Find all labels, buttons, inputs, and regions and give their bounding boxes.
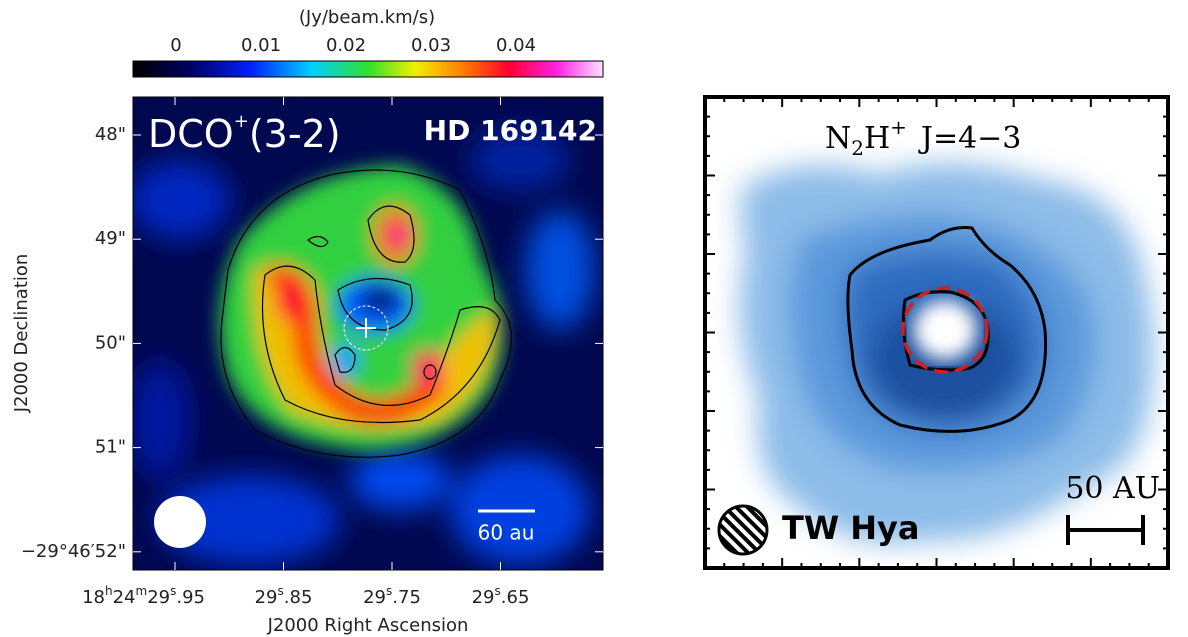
tick-digits: .95 (176, 587, 205, 608)
colorbar-tick-label: 0.03 (411, 35, 451, 56)
n2h-map (705, 97, 1168, 568)
subscript: 2 (851, 136, 864, 160)
species: DCO (148, 112, 234, 156)
tick-digits: 24 (113, 587, 136, 608)
tick-digits: .75 (392, 587, 421, 608)
tick-digits: .65 (501, 587, 530, 608)
tick-unit: h (105, 584, 113, 598)
colorbar (132, 60, 604, 78)
tick-unit: m (135, 584, 147, 598)
transition: (3-2) (249, 112, 341, 156)
tick-digits: 18 (82, 587, 105, 608)
species: N (825, 121, 851, 156)
x-axis-label: J2000 Right Ascension (267, 615, 469, 636)
species: H (864, 121, 890, 156)
tick-unit: s (495, 584, 501, 598)
transition: J=4−3 (918, 121, 1021, 156)
tick-unit: s (278, 584, 284, 598)
right-source: TW Hya (782, 509, 920, 547)
dco-map (133, 97, 603, 570)
x-tick-label: 18h24m29s.95 (82, 584, 205, 609)
right-line-label: N2H+ J=4−3 (825, 115, 1021, 160)
y-ticks: 48" 49" 50" 51" −29°46′52" (21, 124, 603, 562)
y-tick-label: 49" (95, 228, 126, 249)
x-tick-label: 29s.85 (255, 584, 313, 609)
tick-digits: 29 (472, 587, 495, 608)
colorbar-tick-label: 0.01 (241, 35, 281, 56)
right-scale-bar: 50 AU (1065, 471, 1160, 506)
colorbar-tick-label: 0.02 (326, 35, 366, 56)
y-axis-label: J2000 Declination (11, 254, 32, 414)
left-source: HD 169142 (424, 114, 597, 147)
tick-unit: s (386, 584, 392, 598)
tick-digits: 29 (147, 587, 170, 608)
tick-unit: s (170, 584, 176, 598)
tick-digits: 29 (255, 587, 278, 608)
tick-digits: 29 (363, 587, 386, 608)
colorbar-tick-label: 0 (170, 35, 181, 56)
x-ticks: 18h24m29s.95 29s.85 29s.75 29s.65 (82, 97, 529, 608)
tick-digits: .85 (284, 587, 313, 608)
y-tick-label: 51" (95, 437, 126, 458)
x-tick-label: 29s.65 (472, 584, 530, 609)
left-scale-bar: 60 au (478, 521, 535, 545)
colorbar-ticks: 0 0.01 0.02 0.03 0.04 (170, 35, 536, 56)
y-tick-label: −29°46′52" (21, 541, 126, 562)
colorbar-tick-label: 0.04 (496, 35, 536, 56)
colorbar-label: (Jy/beam.km/s) (299, 7, 435, 28)
charge: + (234, 111, 249, 132)
right-frame (703, 95, 1170, 570)
x-tick-label: 29s.75 (363, 584, 421, 609)
left-frame (132, 96, 604, 571)
y-tick-label: 50" (95, 332, 126, 353)
y-tick-label: 48" (95, 124, 126, 145)
left-line-label: DCO+(3-2) (148, 111, 341, 156)
charge: + (890, 115, 907, 139)
